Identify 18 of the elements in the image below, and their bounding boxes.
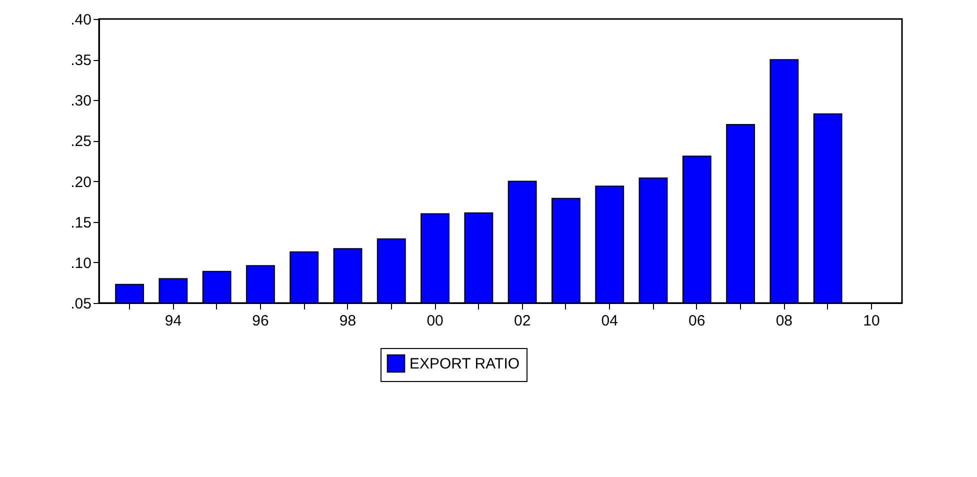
y-tick-label: .20 bbox=[70, 174, 92, 191]
x-tick-label: 94 bbox=[164, 312, 182, 330]
y-tick-label: .25 bbox=[70, 133, 92, 150]
x-tick-label: 06 bbox=[688, 312, 706, 330]
x-tick-label: 02 bbox=[514, 312, 531, 330]
x-tick-label: 98 bbox=[339, 312, 356, 330]
y-tick-label: .40 bbox=[70, 12, 92, 28]
x-tick-label: 00 bbox=[426, 312, 444, 330]
x-tick-label: 08 bbox=[776, 312, 793, 330]
y-tick-label: .10 bbox=[70, 254, 92, 272]
x-tick-label: 04 bbox=[601, 312, 618, 330]
x-tick-label: 10 bbox=[863, 312, 880, 330]
y-tick-label: .35 bbox=[70, 52, 92, 70]
x-tick-label: 96 bbox=[252, 312, 269, 330]
legend-label: EXPORT RATIO bbox=[410, 356, 520, 372]
y-tick-label: .15 bbox=[70, 214, 92, 232]
y-tick-label: .05 bbox=[70, 296, 92, 312]
y-tick-label: .30 bbox=[70, 92, 92, 110]
